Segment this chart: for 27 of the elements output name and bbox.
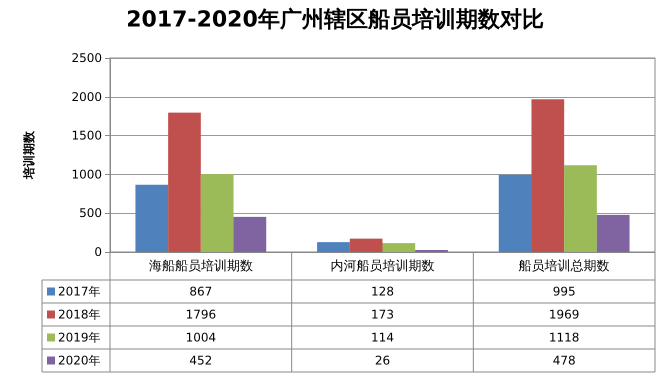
legend-label: 2019年 bbox=[58, 330, 101, 344]
data-label: 173 bbox=[371, 308, 394, 322]
data-label: 1796 bbox=[186, 308, 216, 322]
y-tick-label: 1500 bbox=[71, 128, 102, 143]
data-label: 867 bbox=[189, 284, 212, 298]
data-label: 114 bbox=[371, 330, 394, 344]
x-tick-label: 船员培训总期数 bbox=[518, 259, 610, 274]
legend-label: 2017年 bbox=[58, 284, 101, 298]
data-label: 478 bbox=[552, 354, 576, 368]
y-tick-label: 500 bbox=[79, 206, 102, 220]
data-label: 1118 bbox=[548, 330, 580, 344]
legend-label: 2018年 bbox=[58, 308, 101, 322]
data-label: 1004 bbox=[186, 330, 216, 344]
y-tick-label: 2000 bbox=[71, 90, 102, 104]
x-tick-label: 内河船员培训期数 bbox=[330, 259, 434, 274]
data-label: 128 bbox=[371, 284, 394, 298]
y-axis-title: 培训期数 bbox=[22, 130, 36, 180]
y-tick-label: 1000 bbox=[71, 167, 102, 182]
chart-title: 2017-2020年广州辖区船员培训期数对比 bbox=[126, 6, 544, 32]
x-tick-label: 海船船员培训期数 bbox=[148, 259, 253, 274]
data-label: 26 bbox=[374, 354, 390, 368]
y-tick-label: 0 bbox=[94, 245, 102, 259]
y-tick-label: 2500 bbox=[71, 51, 102, 65]
data-label: 995 bbox=[552, 284, 576, 298]
legend-label: 2020年 bbox=[58, 354, 101, 368]
data-label: 1969 bbox=[548, 308, 580, 322]
data-label: 452 bbox=[189, 354, 212, 368]
